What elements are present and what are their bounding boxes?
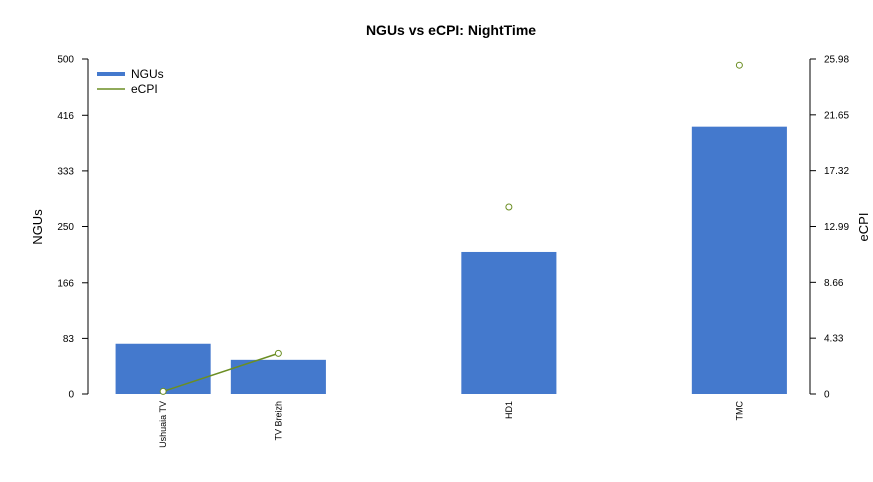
x-tick-label: HD1 xyxy=(504,401,514,419)
right-tick-label: 17.32 xyxy=(824,166,849,177)
right-tick-label: 21.65 xyxy=(824,110,849,121)
left-tick-label: 250 xyxy=(57,222,74,233)
right-tick-label: 12.99 xyxy=(824,222,849,233)
right-tick-label: 8.66 xyxy=(824,278,844,289)
left-tick-label: 500 xyxy=(57,55,74,66)
ecpi-line-layer xyxy=(159,61,743,395)
left-tick-label: 0 xyxy=(68,390,74,401)
ecpi-point xyxy=(274,349,282,357)
legend-label-ecpi: eCPI xyxy=(131,82,158,96)
ecpi-point xyxy=(735,61,743,69)
x-tick-label: TMC xyxy=(734,401,744,421)
ecpi-line-segment xyxy=(162,352,279,393)
legend: NGUs eCPI xyxy=(97,67,164,96)
left-tick-label: 83 xyxy=(63,334,75,345)
bar-layer xyxy=(115,126,787,395)
bar-tmc xyxy=(691,126,787,395)
y-axis-title-left: NGUs xyxy=(30,209,45,245)
bar-tv-breizh xyxy=(230,359,326,394)
bar-ushuaia-tv xyxy=(115,343,211,394)
x-tick-label: TV Breizh xyxy=(273,401,283,441)
legend-label-ngus: NGUs xyxy=(131,67,164,81)
left-tick-label: 416 xyxy=(57,111,74,122)
ecpi-point xyxy=(505,203,513,211)
right-tick-label: 4.33 xyxy=(824,334,844,345)
ecpi-point xyxy=(159,387,167,395)
left-tick-label: 166 xyxy=(57,278,74,289)
chart-title: NGUs vs eCPI: NightTime xyxy=(366,22,536,38)
x-tick-label: Ushuaia TV xyxy=(158,401,168,448)
left-tick-label: 333 xyxy=(57,166,74,177)
x-axis-labels: Ushuaia TV TV Breizh HD1 TMC xyxy=(158,401,744,448)
y-axis-title-right: eCPI xyxy=(856,213,871,242)
left-axis: 0 83 166 250 333 416 500 xyxy=(57,55,89,401)
right-tick-label: 25.98 xyxy=(824,55,849,66)
right-axis: 0 4.33 8.66 12.99 17.32 21.65 25.98 xyxy=(809,55,849,401)
bar-hd1 xyxy=(461,251,557,394)
right-tick-label: 0 xyxy=(824,390,830,401)
